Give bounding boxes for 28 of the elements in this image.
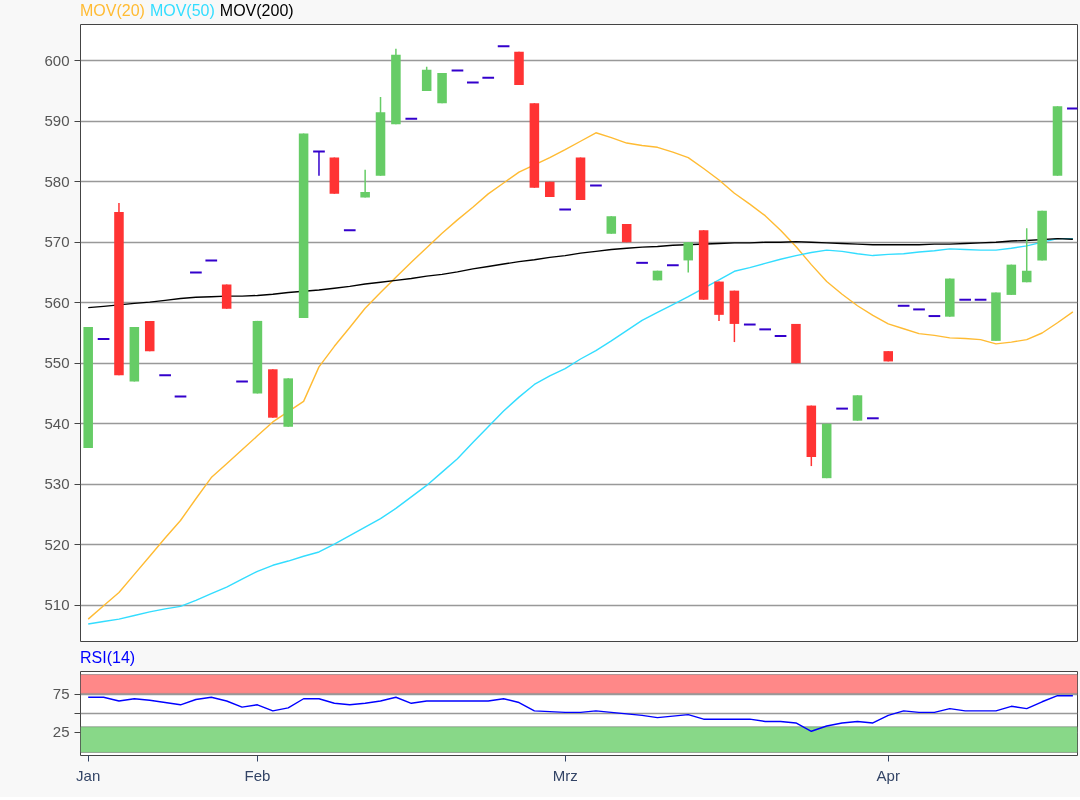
text: MOV(20) [80, 2, 145, 19]
text: MOV(200) [219, 2, 294, 19]
y-tick-label: 590 [44, 112, 70, 130]
text: MOV(50) [149, 2, 215, 19]
y-tick-label: 550 [44, 354, 70, 372]
y-tick-label: 75 [52, 685, 70, 703]
line-series [87, 695, 1074, 732]
y-tick-label: 530 [44, 475, 70, 493]
y-tick-label: 580 [44, 172, 70, 190]
y-tick-label: 540 [44, 414, 70, 432]
x-tick-label: Feb [244, 766, 271, 784]
y-tick-label: 510 [44, 596, 70, 614]
y-tick-label: 560 [44, 293, 70, 311]
text: RSI(14) [80, 649, 136, 666]
x-tick-label: Apr [876, 766, 900, 784]
y-tick-label: 25 [52, 723, 70, 741]
y-tick-label: 520 [44, 535, 70, 553]
line-series [87, 237, 1074, 625]
candlestick [683, 241, 694, 274]
candlestick [360, 168, 370, 199]
line-series [87, 132, 1074, 620]
x-tick-label: Mrz [552, 766, 578, 784]
line-series [87, 237, 1074, 309]
y-tick-label: 570 [44, 233, 70, 251]
x-tick-label: Jan [76, 766, 101, 784]
candlestick [421, 66, 432, 92]
y-tick-label: 600 [44, 51, 70, 69]
candlestick [1021, 227, 1032, 283]
